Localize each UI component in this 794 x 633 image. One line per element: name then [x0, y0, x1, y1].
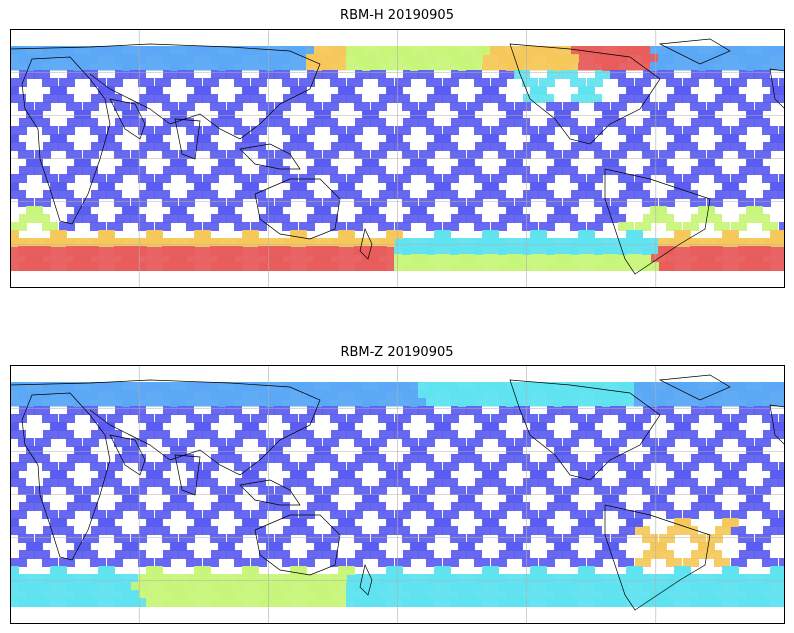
map-panel-rbm-z: [10, 365, 785, 624]
map-panel-rbm-h: [10, 29, 785, 288]
panel-title-rbm-z: RBM-Z 20190905: [340, 345, 454, 360]
panel-title-rbm-h: RBM-H 20190905: [340, 8, 454, 23]
